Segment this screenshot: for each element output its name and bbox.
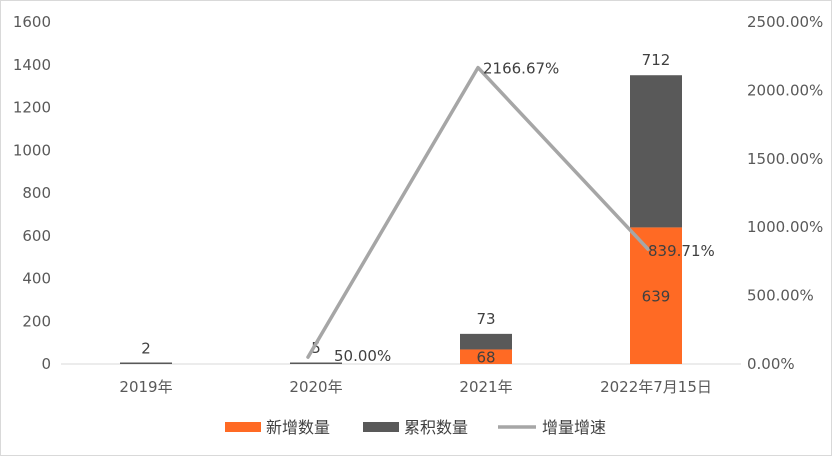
x-tick-label: 2022年7月15日 xyxy=(600,378,712,396)
y-left-tick-label: 1000 xyxy=(13,141,51,159)
growth-rate-label: 50.00% xyxy=(334,347,391,365)
bar-cumulative-3 xyxy=(630,75,682,228)
x-tick-label: 2019年 xyxy=(119,378,172,396)
y-right-tick-label: 1000.00% xyxy=(747,218,823,236)
growth-rate-label: 2166.67% xyxy=(483,60,559,78)
y-left-tick-label: 200 xyxy=(22,312,51,330)
legend-label-growth: 增量增速 xyxy=(542,418,606,437)
bar-cumulative-label: 5 xyxy=(311,339,321,357)
y-left-tick-label: 800 xyxy=(22,184,51,202)
bar-cumulative-label: 712 xyxy=(642,51,671,69)
legend-label-cumulative: 累积数量 xyxy=(404,418,468,437)
bar-new-2 xyxy=(460,349,512,364)
y-right-tick-label: 1500.00% xyxy=(747,150,823,168)
growth-rate-label: 839.71% xyxy=(648,242,715,260)
bar-cumulative-1 xyxy=(290,362,342,364)
y-right-tick-label: 500.00% xyxy=(747,287,814,305)
y-right-tick-label: 2500.00% xyxy=(747,13,823,31)
y-left-tick-label: 1600 xyxy=(13,13,51,31)
bar-new-label: 639 xyxy=(642,288,671,306)
y-left-tick-label: 400 xyxy=(22,270,51,288)
x-tick-label: 2020年 xyxy=(289,378,342,396)
y-left-tick-label: 1400 xyxy=(13,56,51,74)
legend-swatch-cumulative xyxy=(363,422,399,432)
bar-cumulative-2 xyxy=(460,333,512,350)
bar-cumulative-label: 2 xyxy=(141,340,151,358)
y-right-tick-label: 2000.00% xyxy=(747,81,823,99)
x-tick-label: 2021年 xyxy=(459,378,512,396)
legend-label-new: 新增数量 xyxy=(266,418,330,437)
y-left-tick-label: 1200 xyxy=(13,99,51,117)
bar-new-3 xyxy=(630,227,682,364)
legend-swatch-new xyxy=(225,422,261,432)
y-left-tick-label: 0 xyxy=(41,355,51,373)
y-left-tick-label: 600 xyxy=(22,227,51,245)
growth-rate-line xyxy=(306,65,650,359)
y-right-tick-label: 0.00% xyxy=(747,355,795,373)
bar-cumulative-label: 73 xyxy=(476,310,495,328)
bar-cumulative-0 xyxy=(120,362,172,364)
bar-new-label: 68 xyxy=(476,349,495,367)
